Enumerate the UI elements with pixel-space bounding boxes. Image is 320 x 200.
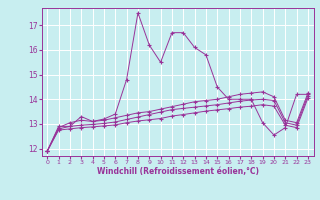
X-axis label: Windchill (Refroidissement éolien,°C): Windchill (Refroidissement éolien,°C) bbox=[97, 167, 259, 176]
